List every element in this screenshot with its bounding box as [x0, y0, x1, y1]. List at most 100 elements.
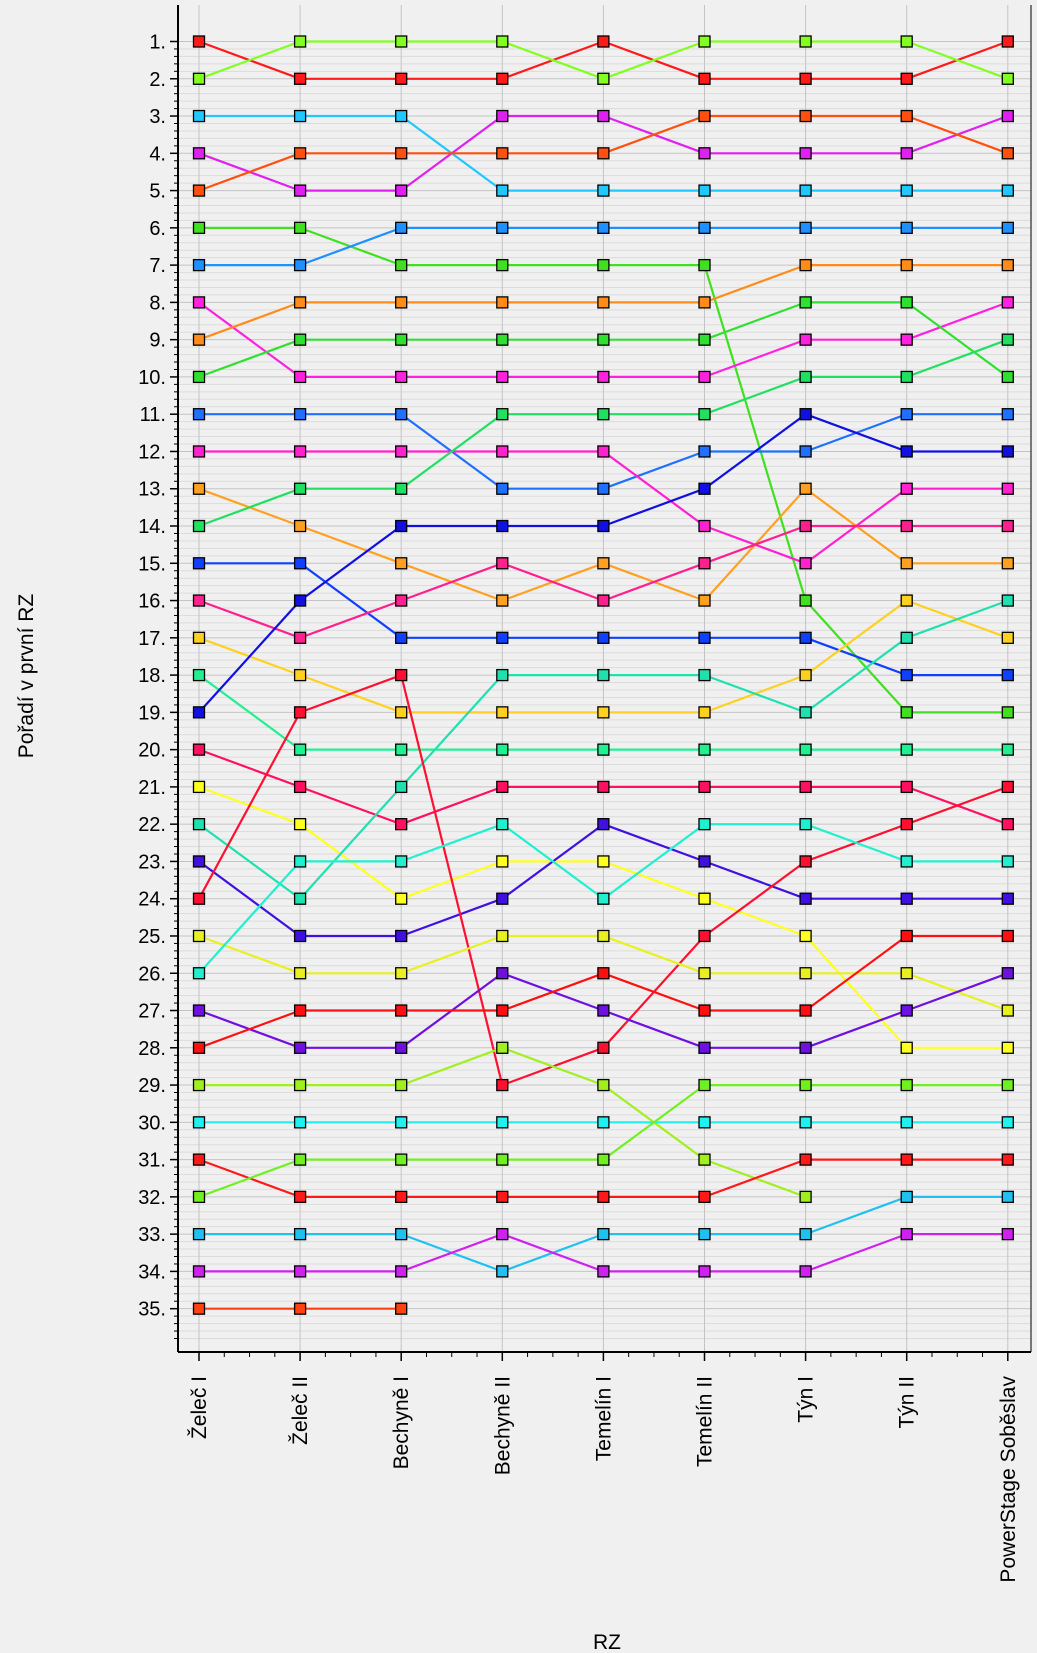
data-point-marker [597, 72, 610, 85]
data-point-marker [597, 594, 610, 607]
y-tick-label: 33. [138, 1224, 166, 1246]
data-point-marker [1001, 482, 1014, 495]
data-point-marker [900, 258, 913, 272]
data-point-marker [192, 519, 206, 533]
data-point-marker [799, 1116, 812, 1129]
data-point-marker [799, 519, 812, 533]
data-point-marker [192, 35, 206, 48]
data-point-marker [192, 333, 206, 346]
y-tick-label: 18. [138, 665, 166, 687]
y-tick-label: 9. [149, 330, 166, 352]
data-point-marker [900, 408, 913, 421]
data-point-marker [192, 296, 206, 309]
y-tick-label: 3. [149, 106, 166, 128]
data-point-marker [395, 445, 408, 458]
data-point-marker [698, 706, 711, 719]
data-point-marker [900, 147, 913, 160]
data-point-marker [698, 1153, 711, 1166]
data-point-marker [293, 892, 307, 905]
data-point-marker [698, 1116, 711, 1129]
y-tick-label: 17. [138, 628, 166, 650]
data-point-marker [799, 855, 812, 868]
data-point-marker [496, 1116, 509, 1129]
data-point-marker [1001, 408, 1014, 421]
data-point-marker [597, 184, 610, 197]
data-point-marker [395, 1227, 408, 1241]
data-point-marker [597, 221, 610, 235]
data-point-marker [900, 482, 913, 495]
data-point-marker [1001, 296, 1014, 309]
data-point-marker [698, 408, 711, 421]
data-point-marker [698, 109, 711, 123]
data-point-marker [900, 594, 913, 607]
data-point-marker [293, 445, 307, 458]
y-tick-label: 21. [138, 777, 166, 799]
data-point-marker [698, 296, 711, 309]
data-point-marker [1001, 594, 1014, 607]
data-point-marker [597, 818, 610, 831]
data-point-marker [900, 1078, 913, 1092]
data-point-marker [293, 1078, 307, 1092]
x-tick-label: Temelín I [592, 1376, 615, 1461]
data-point-marker [900, 706, 913, 719]
data-point-marker [395, 743, 408, 756]
data-point-marker [395, 258, 408, 272]
data-point-marker [597, 370, 610, 384]
data-point-marker [597, 519, 610, 533]
data-point-marker [799, 296, 812, 309]
data-point-marker [698, 519, 711, 533]
data-point-marker [496, 72, 509, 85]
data-point-marker [293, 967, 307, 980]
data-point-marker [395, 631, 408, 644]
data-point-marker [900, 557, 913, 570]
data-point-marker [1001, 855, 1014, 868]
data-point-marker [698, 258, 711, 272]
data-point-marker [496, 557, 509, 570]
data-point-marker [698, 147, 711, 160]
x-tick-label: Bechyně I [390, 1376, 413, 1469]
y-tick-label: 26. [138, 963, 166, 985]
data-point-marker [799, 594, 812, 607]
data-point-marker [192, 482, 206, 495]
data-point-marker [698, 1078, 711, 1092]
data-point-marker [597, 557, 610, 570]
data-point-marker [496, 1265, 509, 1278]
data-point-marker [395, 1265, 408, 1278]
data-point-marker [293, 743, 307, 756]
y-tick-label: 7. [149, 255, 166, 277]
data-point-marker [799, 408, 812, 421]
data-point-marker [1001, 631, 1014, 644]
data-point-marker [496, 1227, 509, 1241]
data-point-marker [1001, 333, 1014, 346]
data-point-marker [900, 333, 913, 346]
data-point-marker [1001, 1227, 1014, 1241]
data-point-marker [900, 370, 913, 384]
data-point-marker [698, 818, 711, 831]
data-point-marker [496, 743, 509, 756]
data-point-marker [799, 109, 812, 123]
data-point-marker [597, 147, 610, 160]
data-point-marker [900, 445, 913, 458]
y-tick-label: 34. [138, 1261, 166, 1283]
data-point-marker [799, 72, 812, 85]
data-point-marker [293, 333, 307, 346]
y-tick-label: 19. [138, 702, 166, 724]
data-point-marker [597, 780, 610, 794]
y-tick-label: 30. [138, 1112, 166, 1134]
data-point-marker [1001, 258, 1014, 272]
data-point-marker [395, 855, 408, 868]
data-point-marker [395, 1190, 408, 1204]
data-point-marker [192, 743, 206, 756]
data-point-marker [395, 818, 408, 831]
data-point-marker [192, 1004, 206, 1017]
data-point-marker [698, 72, 711, 85]
data-point-marker [293, 147, 307, 160]
data-point-marker [395, 519, 408, 533]
data-point-marker [698, 668, 711, 682]
y-tick-label: 27. [138, 1001, 166, 1023]
axes [170, 5, 1032, 1361]
y-tick-label: 8. [149, 292, 166, 314]
data-point-marker [293, 1227, 307, 1241]
data-point-marker [192, 445, 206, 458]
